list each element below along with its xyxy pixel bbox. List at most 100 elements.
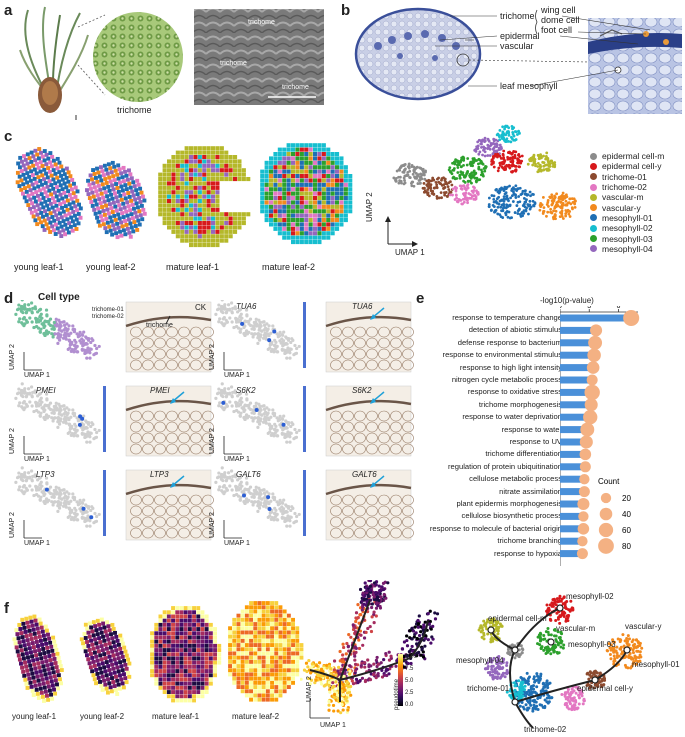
umap-point	[512, 192, 516, 196]
spot	[253, 617, 258, 622]
spot	[264, 191, 269, 196]
spot	[291, 169, 296, 174]
gene-umap-ltp3: LTP3	[36, 470, 55, 479]
traj-point	[341, 659, 346, 663]
spot	[274, 664, 279, 668]
spot	[162, 660, 167, 665]
spot	[98, 626, 103, 631]
cell-point	[58, 324, 63, 328]
cell-point	[50, 500, 54, 504]
traj-point	[361, 591, 365, 595]
spot	[57, 677, 62, 682]
spot	[236, 617, 241, 622]
spot	[106, 211, 111, 216]
umap-point	[551, 215, 555, 219]
umap-point	[553, 196, 557, 200]
spot	[270, 613, 274, 618]
spot	[107, 654, 112, 659]
spot	[104, 203, 108, 208]
spot	[22, 154, 26, 159]
spot	[106, 650, 111, 655]
spot	[274, 647, 279, 652]
legend-swatch	[590, 183, 597, 191]
spot	[19, 648, 24, 653]
legend-item: vascular-m	[590, 192, 664, 202]
cell-point	[237, 404, 241, 408]
spot	[107, 628, 112, 633]
spot	[244, 693, 249, 698]
spot	[274, 651, 279, 656]
spot	[270, 659, 274, 664]
umap-point	[474, 148, 477, 152]
cell-point	[275, 428, 279, 432]
spot	[130, 202, 135, 207]
spot	[154, 673, 159, 678]
spot	[241, 216, 246, 221]
spot	[78, 206, 83, 211]
traj-point	[344, 652, 348, 656]
spot	[240, 685, 245, 689]
spot	[70, 178, 75, 182]
spot	[126, 204, 131, 209]
spot	[104, 660, 109, 665]
spot	[260, 182, 265, 187]
spot	[240, 651, 245, 656]
go-term-label: response to UV	[509, 437, 562, 446]
cell-point	[85, 356, 89, 360]
cell-point	[49, 407, 53, 412]
spot	[28, 178, 33, 183]
spot	[278, 617, 283, 622]
spot	[270, 693, 274, 698]
spot	[135, 192, 140, 197]
spot	[215, 194, 220, 199]
spot	[179, 618, 184, 623]
cell-point	[231, 390, 235, 395]
spot	[175, 172, 180, 177]
spot	[202, 243, 207, 248]
spot	[32, 177, 37, 181]
spot	[166, 643, 171, 648]
spot	[50, 196, 55, 201]
spot	[53, 171, 58, 176]
cell-point	[286, 514, 290, 518]
cell-point	[95, 346, 99, 351]
spot	[273, 182, 278, 187]
spot	[304, 209, 309, 214]
spot	[249, 672, 253, 677]
go-count-dot	[623, 309, 640, 327]
spot	[127, 168, 131, 173]
spot	[240, 609, 245, 614]
spot	[208, 660, 213, 665]
spot	[47, 198, 52, 202]
spot	[27, 628, 32, 633]
cell-point	[238, 414, 242, 418]
spot	[233, 225, 238, 230]
cell-point	[226, 387, 231, 391]
spot	[175, 221, 180, 226]
cell-point	[20, 405, 24, 409]
spot	[29, 667, 34, 672]
spot	[343, 182, 348, 187]
spot	[108, 228, 113, 233]
spot	[277, 213, 282, 218]
spot	[265, 651, 270, 656]
spot	[273, 174, 278, 179]
spot	[34, 622, 39, 627]
spot	[103, 226, 108, 231]
cell-point	[45, 332, 50, 336]
umap-point	[497, 166, 501, 170]
cell-point	[288, 515, 292, 519]
umap-point	[550, 195, 554, 199]
spot	[304, 231, 309, 236]
cell-point	[85, 510, 89, 514]
umap-point	[513, 150, 517, 154]
cell-point	[23, 305, 27, 309]
spot	[335, 165, 340, 170]
cell-point	[33, 389, 37, 393]
spot	[277, 191, 282, 196]
umap-point	[508, 156, 512, 160]
spot	[110, 622, 115, 627]
spot	[286, 178, 291, 183]
cell-point	[293, 343, 297, 348]
spot	[38, 686, 43, 691]
